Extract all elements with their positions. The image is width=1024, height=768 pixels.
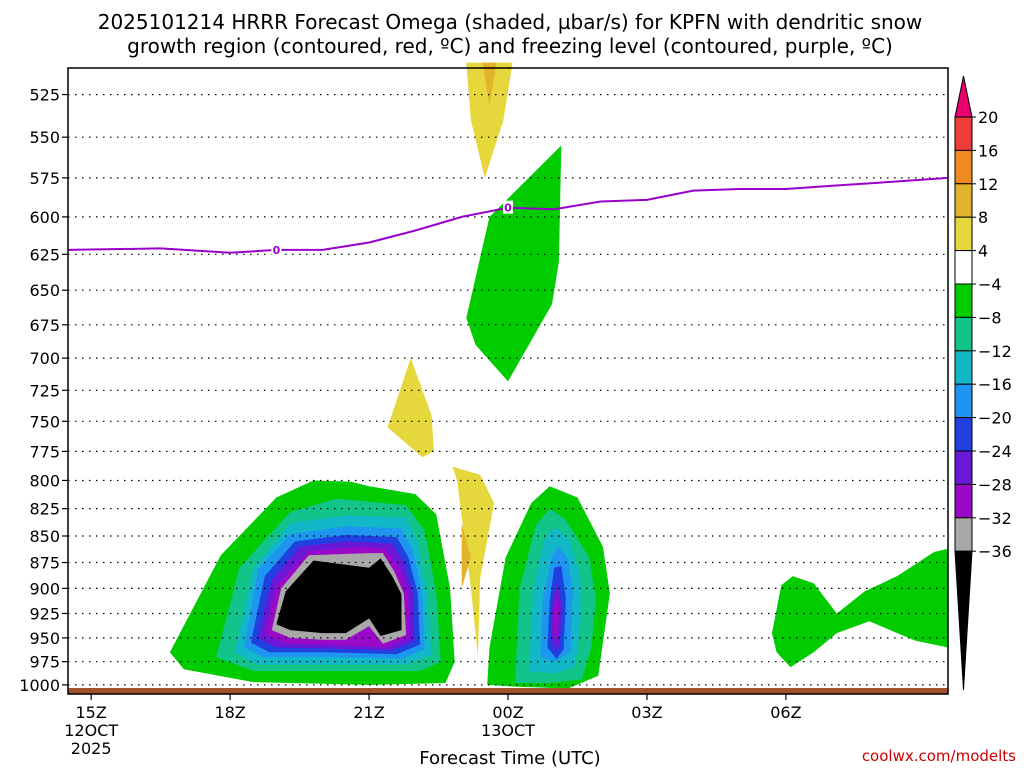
y-tick-525: 525: [29, 86, 60, 105]
y-tick-975: 975: [29, 653, 60, 672]
y-tick-800: 800: [29, 471, 60, 490]
colorbar-label-6: −8: [978, 308, 1002, 327]
colorbar-swatch-10: [954, 417, 973, 452]
y-tick-1000: 1000: [19, 676, 60, 695]
y-tick-700: 700: [29, 349, 60, 368]
y-tick-900: 900: [29, 579, 60, 598]
x-tick-06Z: 06Z: [770, 703, 801, 722]
y-tick-825: 825: [29, 500, 60, 519]
colorbar-swatch-2: [954, 149, 973, 185]
colorbar-bottom-arrow: [954, 550, 973, 691]
x-axis-label: Forecast Time (UTC): [419, 748, 600, 768]
omega-region-ascent-06z-right: [772, 548, 948, 668]
x-tick-00Z: 00Z: [492, 703, 523, 722]
colorbar-label-4: 4: [978, 242, 988, 261]
colorbar-swatch-7: [954, 316, 973, 352]
colorbar-label-3: 8: [978, 208, 988, 227]
colorbar-label-10: −24: [978, 442, 1012, 461]
y-axis: 525 550 575 600 625 650 675 700 725 750 775 800 825 8…: [19, 86, 68, 695]
y-tick-575: 575: [29, 169, 60, 188]
colorbar-swatch-5: [954, 250, 973, 285]
colorbar-label-9: −20: [978, 409, 1012, 428]
y-tick-875: 875: [29, 554, 60, 573]
x-tick-18Z: 18Z: [214, 703, 245, 722]
colorbar-label-11: −28: [978, 475, 1012, 494]
colorbar: 20 16 12 8 4 −4 −8 −12 −16 −20 −24 −28 −32 −36: [954, 75, 1012, 691]
credit-link[interactable]: coolwx.com/modelts: [862, 747, 1016, 765]
colorbar-label-1: 16: [978, 141, 998, 160]
x-tick-21Z: 21Z: [353, 703, 384, 722]
colorbar-label-12: −32: [978, 509, 1012, 528]
colorbar-swatch-11: [954, 450, 973, 485]
chart-title: 2025101214 HRRR Forecast Omega (shaded, …: [98, 10, 923, 34]
colorbar-swatch-13: [954, 517, 973, 552]
plot-area: 00: [67, 62, 949, 695]
freezing-level: 00: [67, 176, 949, 257]
y-tick-750: 750: [29, 412, 60, 431]
colorbar-swatch-1: [954, 116, 973, 151]
omega-region-descent-aloft-orange: [482, 62, 497, 107]
colorbar-swatch-12: [954, 483, 973, 519]
y-tick-550: 550: [29, 128, 60, 147]
omega-region-ascent-main-core: [276, 558, 402, 636]
y-tick-775: 775: [29, 442, 60, 461]
x-tick-date-00Z: 13OCT: [481, 721, 535, 740]
freezing-level-line: [67, 176, 949, 254]
chart-title-line2: growth region (contoured, red, ºC) and f…: [127, 34, 893, 58]
y-tick-675: 675: [29, 316, 60, 335]
y-tick-950: 950: [29, 629, 60, 648]
y-tick-600: 600: [29, 208, 60, 227]
x-tick-year-15Z: 2025: [71, 739, 112, 758]
omega-region-descent-aloft-yellow: [466, 62, 513, 178]
ground-surface: [68, 688, 948, 694]
y-tick-925: 925: [29, 604, 60, 623]
y-tick-650: 650: [29, 281, 60, 300]
y-tick-625: 625: [29, 245, 60, 264]
colorbar-swatch-8: [954, 350, 973, 385]
x-tick-date-15Z: 12OCT: [64, 721, 118, 740]
y-tick-725: 725: [29, 381, 60, 400]
colorbar-swatch-9: [954, 383, 973, 419]
freezing-level-label-1: 0: [504, 202, 512, 215]
colorbar-swatch-4: [954, 216, 973, 252]
colorbar-swatch-6: [954, 283, 973, 318]
colorbar-label-8: −16: [978, 375, 1012, 394]
freezing-level-label-0: 0: [273, 244, 281, 257]
freezing-label-bg-1: [503, 200, 513, 214]
omega-region-low-descent-orange: [461, 523, 471, 589]
colorbar-label-7: −12: [978, 342, 1012, 361]
x-tick-03Z: 03Z: [631, 703, 662, 722]
y-tick-850: 850: [29, 527, 60, 546]
colorbar-label-0: 20: [978, 108, 998, 127]
omega-region-mid-descent-yellow: [387, 358, 434, 458]
x-tick-15Z: 15Z: [75, 703, 106, 722]
omega-region-low-descent-yellow: [452, 466, 495, 657]
omega-region-ascent-00z-column: [466, 145, 562, 382]
omega-region-ascent-00z-lvl7: [553, 591, 559, 640]
colorbar-label-2: 12: [978, 175, 998, 194]
colorbar-label-13: −36: [978, 542, 1012, 561]
colorbar-label-5: −4: [978, 275, 1002, 294]
freezing-label-bg-0: [271, 242, 282, 256]
colorbar-swatch-3: [954, 183, 973, 218]
